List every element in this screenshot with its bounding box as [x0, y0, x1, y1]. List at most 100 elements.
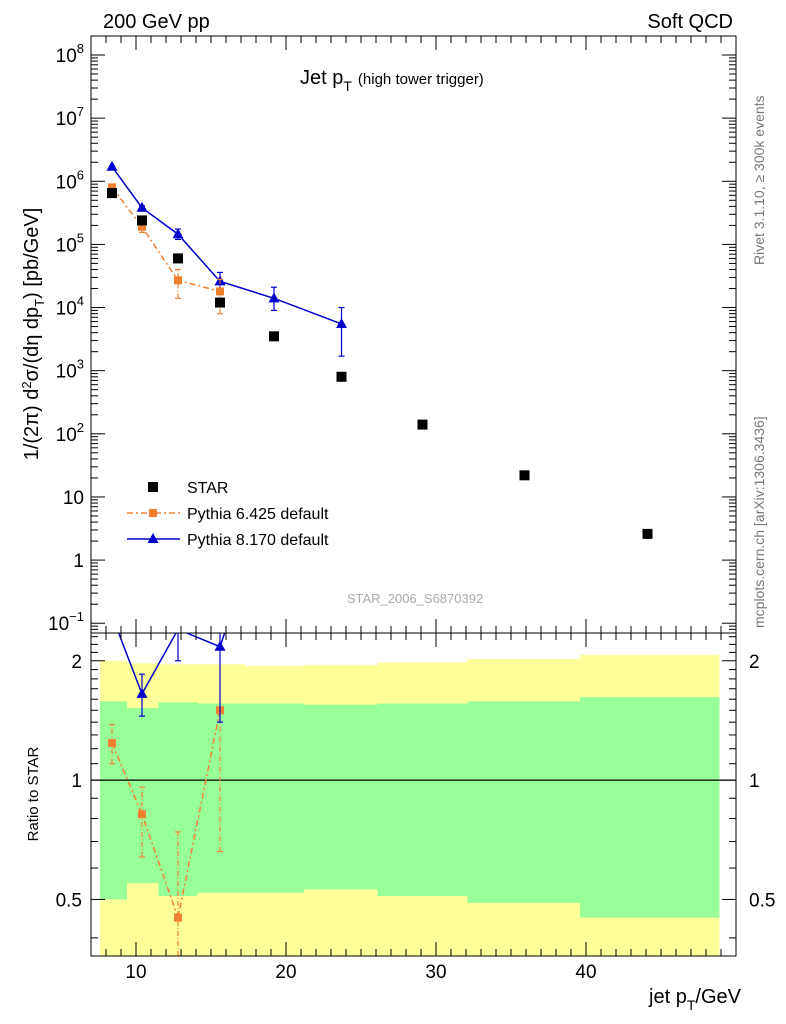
legend-label: Pythia 8.170 default [187, 532, 329, 549]
ratio-ytick-label-left: 0.5 [56, 890, 82, 911]
x-tick-label: 30 [425, 962, 446, 983]
tick-exp: 3 [77, 357, 84, 372]
tick-exp: 6 [77, 167, 84, 182]
ratio-panel: 10 20 30 40 0.5 0.5 1 1 2 2 Ratio to STAR jet pT/… [25, 610, 775, 1013]
tick-base: 10 [56, 299, 77, 320]
ratio-point [138, 810, 146, 819]
ratio-point [107, 610, 118, 620]
uncertainty-band-green [304, 704, 378, 890]
x-tick-label: 10 [125, 962, 146, 983]
top-ytick-label: 104 [56, 294, 84, 320]
ratio-line [111, 710, 221, 921]
series-star [107, 188, 653, 539]
header-left: 200 GeV pp [103, 11, 210, 33]
data-point [106, 160, 118, 171]
top-ylabel: 1/(2π) d2σ/(dη dpT) [pb/GeV] [19, 208, 47, 461]
uncertainty-band-green [197, 703, 246, 893]
tick-exp: 8 [77, 41, 84, 56]
series-line [111, 166, 342, 325]
data-point [138, 222, 146, 231]
data-point [642, 528, 653, 539]
ratio-plot-content [91, 610, 736, 956]
ratio-line-exit [219, 633, 226, 647]
data-point [268, 292, 280, 303]
uncertainty-band-green [100, 701, 127, 900]
data-point [336, 317, 347, 328]
data-point [215, 297, 225, 308]
ratio-ytick-label-left: 1 [71, 771, 82, 792]
series-pythia-6-425-default [108, 183, 224, 315]
data-point [107, 188, 117, 199]
top-title: Jet pT (high tower trigger) [300, 67, 484, 94]
ratio-ylabel: Ratio to STAR [25, 746, 42, 841]
data-point [417, 419, 428, 430]
data-point [269, 331, 279, 342]
top-ytick-label: 106 [56, 167, 84, 193]
mcplots-label: mcplots.cern.ch [arXiv:1306.3436] [751, 416, 767, 628]
top-ytick-label: 107 [56, 104, 84, 130]
ratio-series-pythia-8-170-default [107, 610, 226, 723]
data-point [172, 228, 184, 239]
ratio-point [174, 913, 182, 922]
tick-base: 10 [56, 172, 77, 193]
data-point [137, 215, 147, 226]
series-line [111, 186, 221, 293]
tick-exp: 7 [77, 104, 84, 119]
tick-base: 10 [56, 362, 77, 383]
legend-label: Pythia 6.425 default [187, 506, 329, 523]
legend: STAR Pythia 6.425 default Pythia 8.170 def… [127, 480, 329, 549]
ratio-frame [90, 632, 737, 957]
tick-exp: −1 [69, 609, 84, 624]
ratio-point [108, 739, 116, 748]
top-ytick-label: 108 [56, 41, 84, 67]
top-ytick-label: 102 [56, 420, 84, 446]
top-ytick-label: 103 [56, 357, 84, 383]
data-point [336, 371, 347, 382]
top-ytick-label: 10−1 [48, 609, 84, 635]
series-pythia-8-170-default [106, 160, 347, 357]
ratio-ytick-label-right: 1 [749, 771, 760, 792]
header-right: Soft QCD [647, 11, 733, 33]
ratio-ytick-label-right: 2 [749, 652, 760, 673]
x-axis-label: jet pT/GeV [648, 986, 742, 1013]
x-tick-label: 40 [575, 962, 596, 983]
top-ytick-label: 10 [63, 488, 84, 509]
uncertainty-band-green [158, 702, 198, 897]
watermark: STAR_2006_S6870392 [347, 591, 483, 606]
data-point [519, 470, 530, 481]
legend-marker [147, 533, 159, 543]
data-point [174, 276, 182, 285]
data-point [108, 183, 116, 192]
ratio-point [136, 687, 148, 698]
tick-base: 10 [56, 46, 77, 67]
tick-base: 10 [48, 614, 69, 635]
uncertainty-band-green [127, 708, 159, 884]
top-plot-content [106, 160, 653, 539]
tick-exp: 2 [77, 420, 84, 435]
tick-base: 10 [56, 235, 77, 256]
uncertainty-band-green [467, 701, 580, 903]
top-ytick-label: 105 [56, 230, 84, 256]
x-tick-label: 20 [275, 962, 296, 983]
legend-marker [149, 509, 157, 517]
ratio-axes: 10 20 30 40 0.5 0.5 1 1 2 2 [56, 633, 775, 983]
ratio-line [117, 633, 221, 696]
uncertainty-band-green [377, 703, 468, 897]
legend-marker [148, 482, 158, 492]
tick-exp: 4 [77, 294, 84, 309]
top-ytick-label: 1 [73, 551, 84, 572]
tick-base: 10 [56, 109, 77, 130]
legend-label: STAR [187, 480, 228, 497]
uncertainty-band-green [580, 697, 720, 918]
data-point [173, 253, 183, 264]
tick-base: 10 [56, 425, 77, 446]
tick-exp: 5 [77, 230, 84, 245]
ratio-ytick-label-left: 2 [71, 652, 82, 673]
rivet-label: Rivet 3.1.10, ≥ 300k events [751, 95, 767, 265]
ratio-ytick-label-right: 0.5 [749, 890, 775, 911]
data-point [136, 201, 148, 212]
ratio-point [172, 633, 184, 634]
